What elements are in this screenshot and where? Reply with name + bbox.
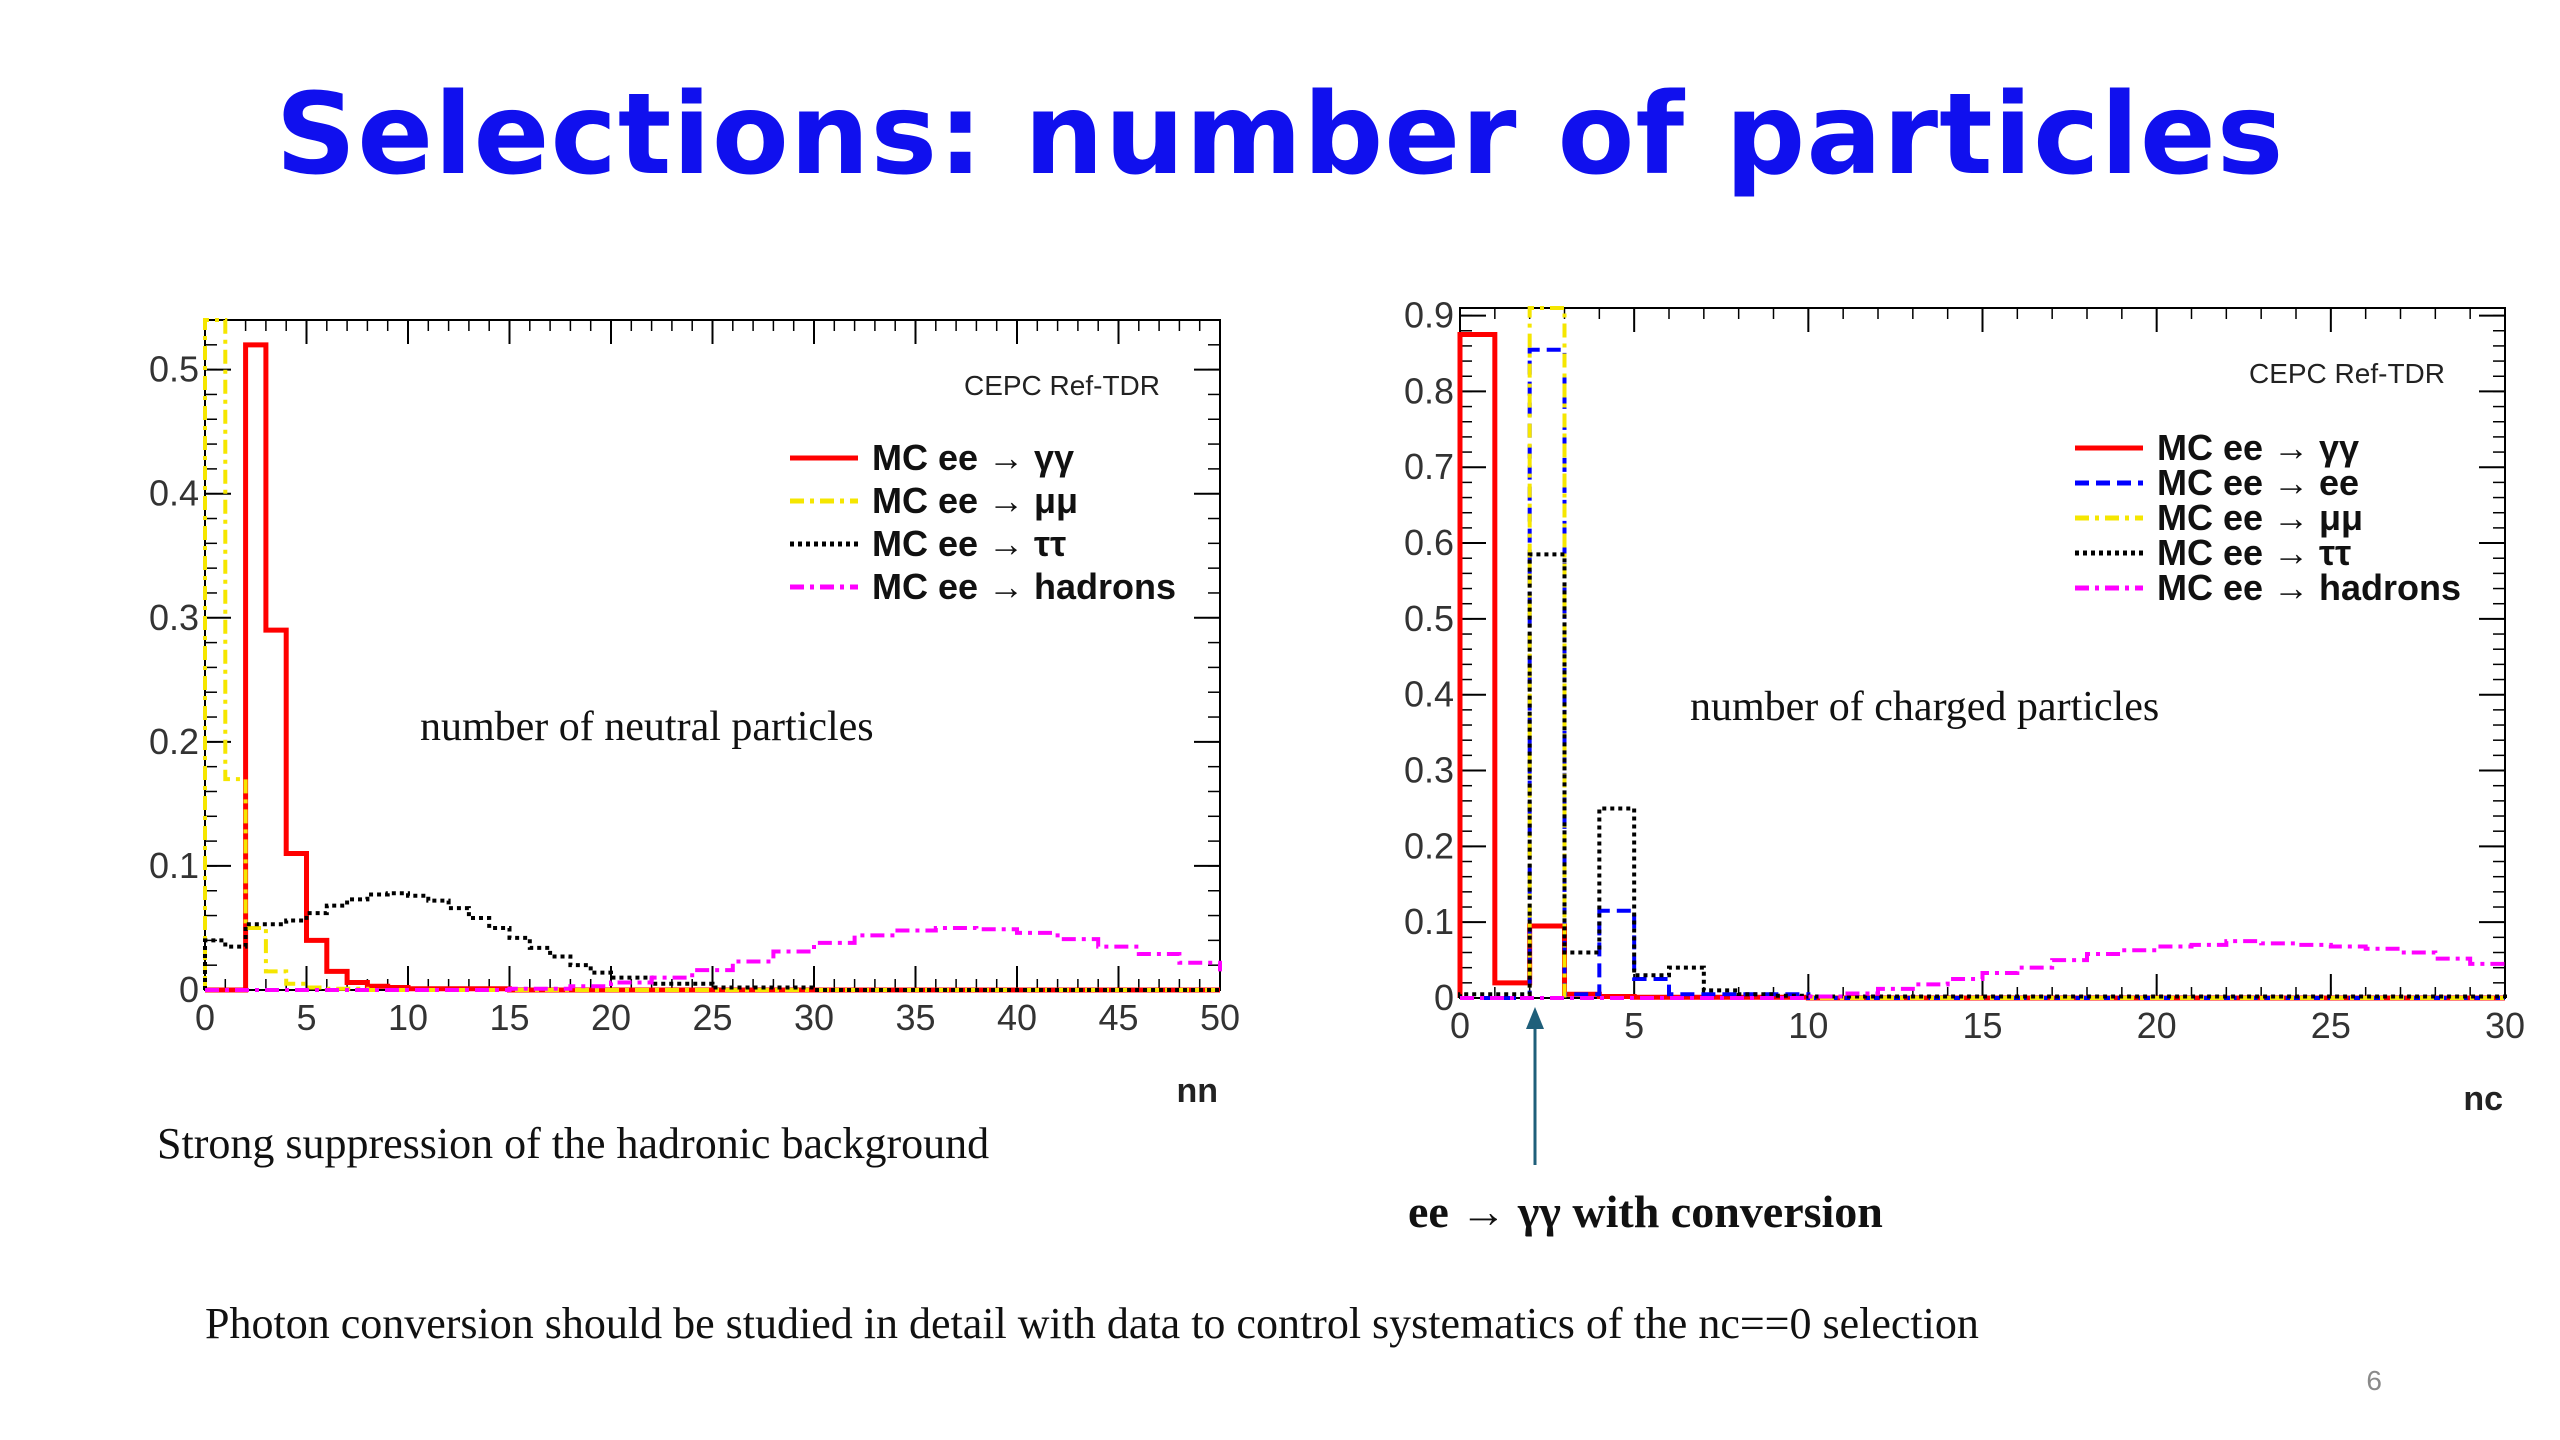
plot-frame <box>204 319 1221 991</box>
chart-charged-particles: 0 5 10 15 20 25 30 0 0.1 0.2 0.3 0.4 0.5 0.6 0.7 0.8 0.9… <box>1404 295 2525 1118</box>
y-tick-label: 0.4 <box>1404 674 1454 715</box>
series-line-0 <box>205 342 1220 993</box>
x-tick-label: 15 <box>1962 1005 2002 1046</box>
y-tick-label: 0.8 <box>1404 370 1454 411</box>
y-tick-label: 0 <box>1434 977 1454 1018</box>
y-tick-label: 0.2 <box>149 721 199 762</box>
y-tick-label: 0.1 <box>1404 901 1454 942</box>
x-tick-label: 25 <box>692 997 732 1038</box>
footer-note: Photon conversion should be studied in d… <box>205 1299 1979 1348</box>
hadronic-suppression-note: Strong suppression of the hadronic backg… <box>157 1119 990 1168</box>
x-tick-label: 20 <box>2137 1005 2177 1046</box>
y-tick-label: 0.3 <box>149 597 199 638</box>
y-tick-label: 0.1 <box>149 845 199 886</box>
series-line-4 <box>1460 939 2507 1000</box>
conversion-label: ee → γγ with conversion <box>1408 1186 1883 1237</box>
x-tick-label: 10 <box>388 997 428 1038</box>
series-line-1 <box>203 318 1220 992</box>
slide-title: Selections: number of particles <box>275 70 2285 200</box>
x-tick-label: 0 <box>1450 1005 1470 1046</box>
series-line-3 <box>205 925 1222 992</box>
chart-neutral-particles: 0 5 10 15 20 25 30 35 40 45 50 0 0.1 0.2 0.3 0.4 0.5 CEPC… <box>149 318 1240 1110</box>
y-tick-label: 0.4 <box>149 473 199 514</box>
plot-annotation: number of neutral particles <box>420 704 874 750</box>
x-tick-label: 30 <box>794 997 834 1038</box>
legend-label-3: MC ee → ττ <box>2157 532 2351 573</box>
x-tick-label: 5 <box>296 997 316 1038</box>
x-tick-label: 30 <box>2485 1005 2525 1046</box>
x-tick-label: 45 <box>1098 997 1138 1038</box>
x-tick-label: 25 <box>2311 1005 2351 1046</box>
series-line-1 <box>1460 347 2505 1000</box>
y-tick-label: 0.3 <box>1404 750 1454 791</box>
y-tick-label: 0.6 <box>1404 522 1454 563</box>
ref-label: CEPC Ref-TDR <box>2249 358 2445 389</box>
legend-label-0: MC ee → γγ <box>2157 427 2359 468</box>
y-tick-label: 0.9 <box>1404 295 1454 336</box>
x-tick-label: 0 <box>195 997 215 1038</box>
legend-label-2: MC ee → μμ <box>2157 497 2363 538</box>
x-axis-title: nc <box>2463 1080 2503 1118</box>
x-tick-label: 10 <box>1788 1005 1828 1046</box>
y-tick-label: 0.5 <box>149 349 199 390</box>
y-tick-label: 0 <box>179 969 199 1010</box>
y-tick-label: 0.2 <box>1404 825 1454 866</box>
x-tick-label: 50 <box>1200 997 1240 1038</box>
series-line-2 <box>203 891 1220 992</box>
legend-label-1: MC ee → ee <box>2157 462 2359 503</box>
plot-annotation: number of charged particles <box>1690 684 2159 730</box>
x-tick-label: 35 <box>895 997 935 1038</box>
series-line-3 <box>1458 552 2507 999</box>
y-tick-label: 0.7 <box>1404 446 1454 487</box>
conversion-arrow-icon <box>1526 1007 1544 1165</box>
legend-label-3: MC ee → hadrons <box>872 566 1176 607</box>
x-tick-label: 40 <box>997 997 1037 1038</box>
legend-label-1: MC ee → μμ <box>872 480 1078 521</box>
ref-label: CEPC Ref-TDR <box>964 370 1160 401</box>
page-number: 6 <box>2366 1365 2382 1396</box>
y-tick-label: 0.5 <box>1404 598 1454 639</box>
legend-label-4: MC ee → hadrons <box>2157 567 2461 608</box>
legend-label-0: MC ee → γγ <box>872 437 1074 478</box>
x-tick-label: 15 <box>489 997 529 1038</box>
x-tick-label: 20 <box>591 997 631 1038</box>
x-tick-label: 5 <box>1624 1005 1644 1046</box>
x-axis-title: nn <box>1176 1072 1218 1110</box>
legend-label-2: MC ee → ττ <box>872 523 1066 564</box>
plot-frame <box>1459 307 2506 999</box>
